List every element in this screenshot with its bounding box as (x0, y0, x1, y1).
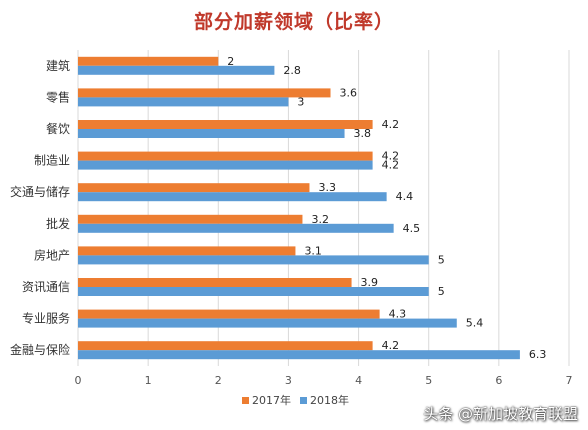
data-label: 4.3 (389, 308, 407, 321)
category-label: 房地产 (34, 247, 70, 262)
bar-2018 (78, 223, 394, 233)
category-label: 交通与储存 (10, 184, 70, 199)
bar-2018 (78, 287, 429, 296)
data-label: 3 (297, 95, 304, 108)
data-label: 3.2 (311, 213, 329, 226)
data-label: 5 (438, 285, 445, 298)
x-tick-label: 1 (145, 374, 152, 387)
bar-2017 (78, 120, 373, 129)
x-tick-label: 6 (495, 374, 502, 387)
bar-2018 (78, 350, 520, 360)
x-tick-label: 7 (566, 374, 573, 387)
legend-entry: 2018年 (310, 393, 349, 407)
bar-2017 (78, 151, 373, 161)
category-label: 制造业 (34, 154, 70, 168)
data-label: 5.4 (466, 317, 484, 330)
data-label: 3.8 (354, 127, 372, 140)
legend-swatch (242, 397, 249, 404)
data-label: 5 (438, 253, 445, 266)
data-label: 3.3 (318, 181, 336, 194)
category-label: 零售 (46, 89, 70, 104)
bar-2017 (78, 56, 219, 66)
bar-2018 (78, 97, 289, 107)
x-tick-label: 5 (425, 374, 432, 387)
bar-2018 (78, 192, 387, 202)
x-tick-label: 0 (75, 374, 82, 387)
bar-2018 (78, 318, 457, 328)
data-label: 4.2 (382, 150, 400, 163)
category-label: 批发 (46, 216, 70, 231)
x-tick-label: 2 (215, 374, 222, 387)
data-label: 3.6 (340, 86, 358, 99)
data-label: 6.3 (529, 348, 547, 361)
bar-2017 (78, 278, 352, 287)
bar-2018 (78, 160, 373, 170)
data-label: 2 (227, 55, 234, 68)
chart-title: 部分加薪领域（比率） (193, 11, 394, 33)
data-label: 2.8 (283, 64, 301, 77)
category-label: 专业服务 (22, 311, 70, 326)
x-tick-label: 3 (285, 374, 292, 387)
bar-2017 (78, 309, 380, 319)
category-label: 餐饮 (46, 121, 70, 136)
data-label: 4.4 (396, 190, 414, 203)
category-label: 资讯通信 (22, 280, 70, 294)
category-label: 建筑 (46, 58, 70, 73)
data-label: 3.1 (304, 244, 322, 257)
bar-2017 (78, 214, 303, 224)
legend-entry: 2017年 (252, 393, 291, 407)
watermark: 头条 @新加坡教育联盟 (423, 405, 578, 423)
data-label: 4.2 (382, 118, 400, 131)
data-label: 3.9 (361, 276, 379, 289)
bar-2018 (78, 255, 429, 265)
data-label: 4.5 (403, 222, 421, 235)
category-label: 金融与保险 (10, 342, 70, 357)
bar-2018 (78, 129, 345, 138)
bar-2017 (78, 341, 373, 351)
bar-2017 (78, 183, 310, 193)
bar-2017 (78, 246, 296, 256)
legend-swatch (300, 397, 307, 404)
x-tick-label: 4 (355, 374, 362, 387)
data-label: 4.2 (382, 159, 400, 172)
bar-2017 (78, 88, 331, 98)
data-label: 4.2 (382, 339, 400, 352)
bar-2018 (78, 65, 275, 75)
